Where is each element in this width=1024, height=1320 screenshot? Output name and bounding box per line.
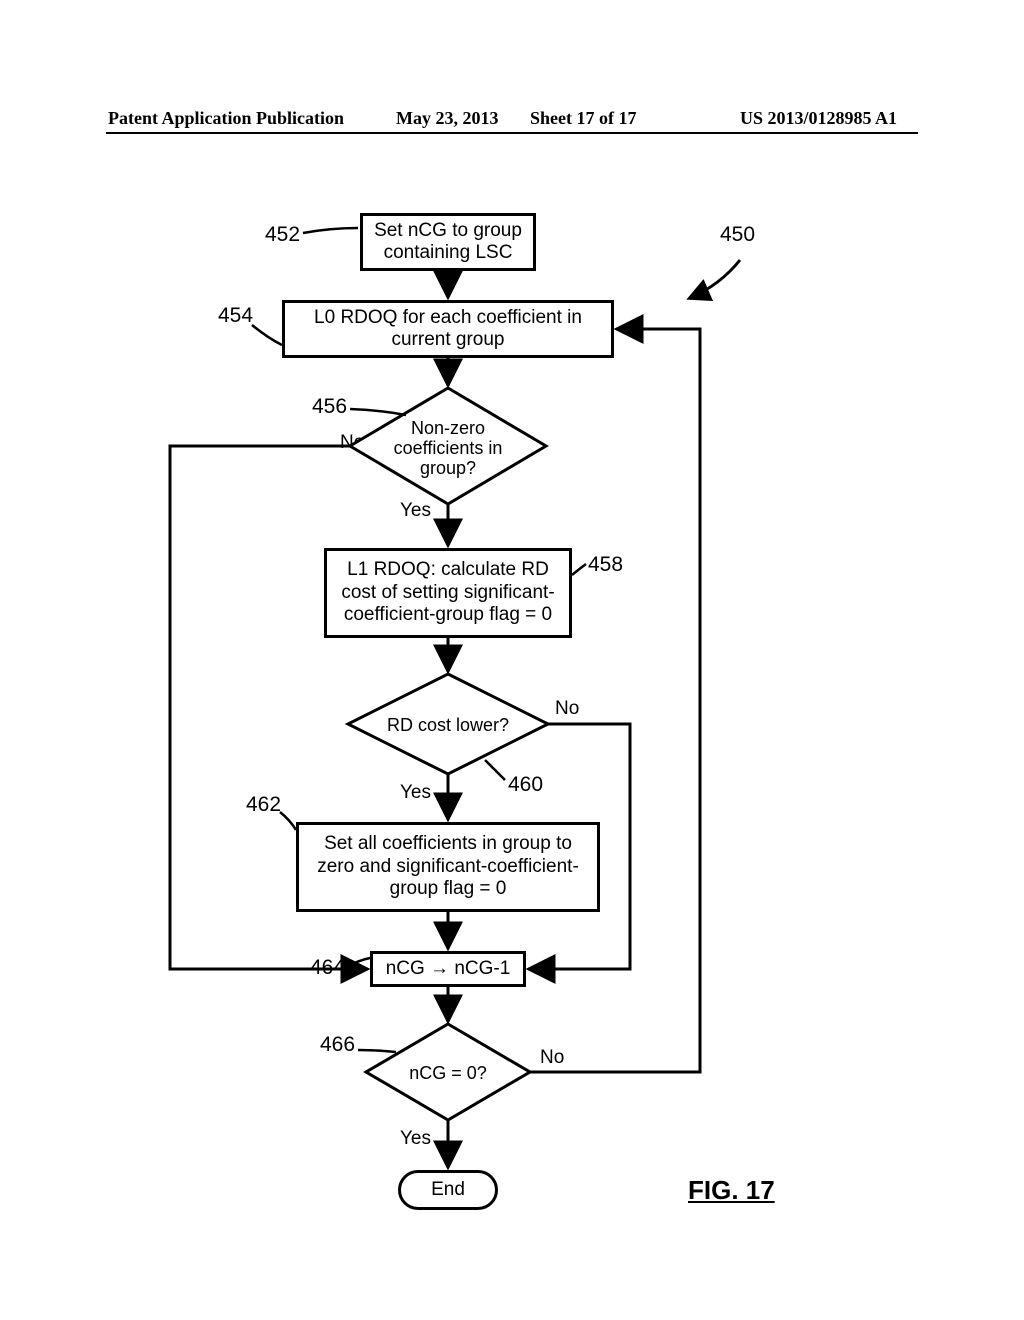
edge-460-no xyxy=(528,724,630,969)
lead-456 xyxy=(350,409,406,415)
d466-l1: nCG = 0? xyxy=(409,1063,487,1083)
lead-464 xyxy=(348,958,370,966)
d456-l1: Non-zero xyxy=(411,418,485,438)
connectors-svg: Non-zero coefficients in group? RD cost … xyxy=(0,0,1024,1320)
edge-466-no xyxy=(530,329,700,1072)
diamond-460: RD cost lower? xyxy=(348,674,548,774)
lead-454 xyxy=(252,325,282,345)
lead-458 xyxy=(572,564,586,575)
edge-456-no xyxy=(170,446,368,969)
lead-460 xyxy=(485,760,505,780)
page: Patent Application Publication May 23, 2… xyxy=(0,0,1024,1320)
lead-462 xyxy=(280,812,296,830)
lead-452 xyxy=(303,228,358,233)
ref-450-arrow xyxy=(690,260,740,298)
diamond-456: Non-zero coefficients in group? xyxy=(350,388,546,504)
lead-466 xyxy=(358,1050,396,1052)
d456-l2: coefficients in xyxy=(394,438,503,458)
d456-l3: group? xyxy=(420,458,476,478)
diamond-466: nCG = 0? xyxy=(366,1024,530,1120)
d460-l1: RD cost lower? xyxy=(387,715,509,735)
